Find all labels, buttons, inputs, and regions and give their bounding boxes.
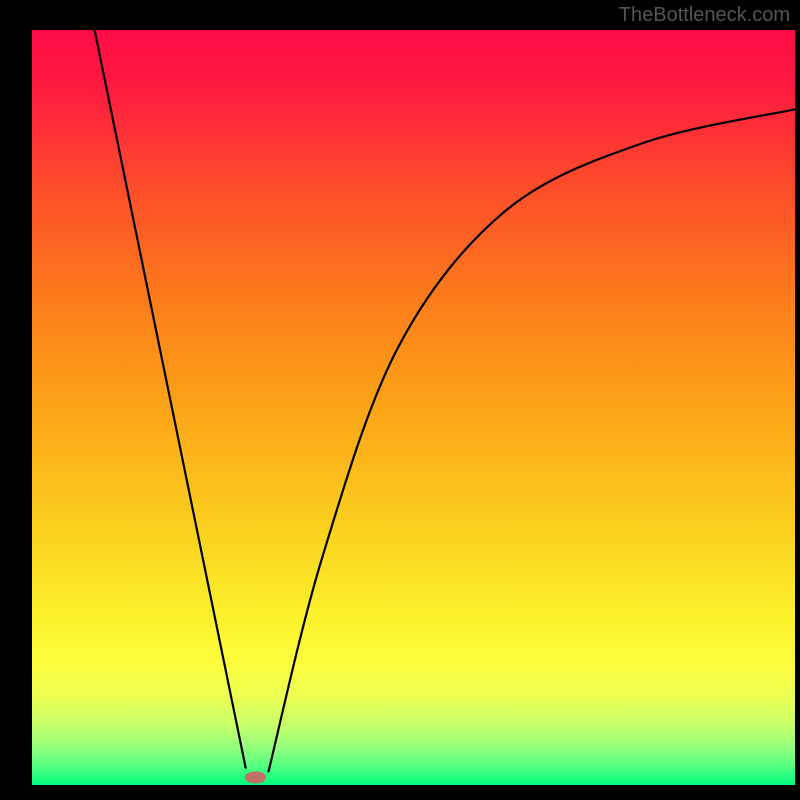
optimal-point-marker [245, 771, 266, 783]
plot-background [32, 30, 795, 785]
bottleneck-chart [0, 0, 800, 800]
chart-container: TheBottleneck.com [0, 0, 800, 800]
watermark-text: TheBottleneck.com [619, 4, 790, 27]
